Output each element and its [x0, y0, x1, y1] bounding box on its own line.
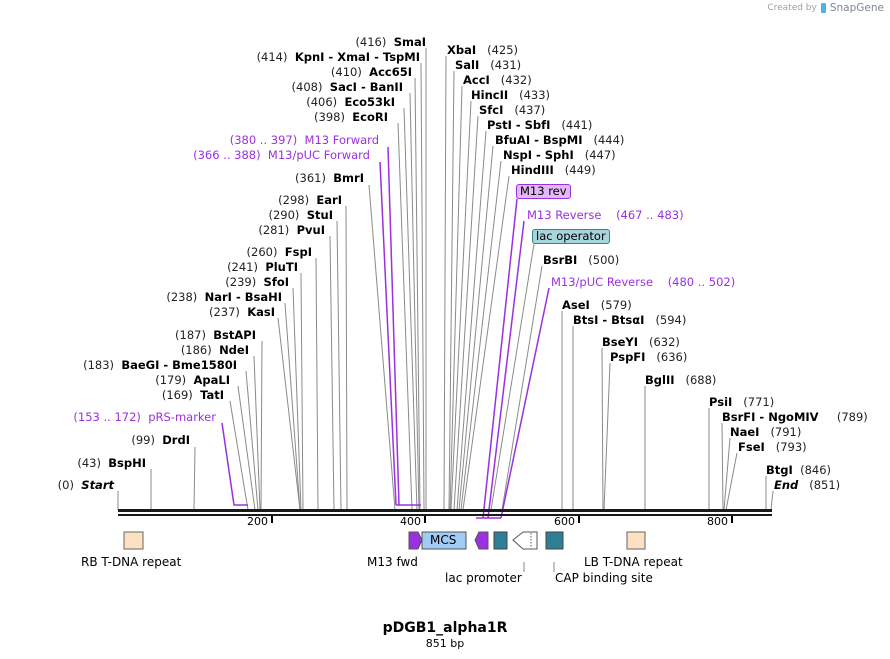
site-label[interactable]: (298) EarI — [278, 193, 342, 207]
site-label[interactable]: BfuAI - BspMI (444) — [495, 133, 625, 147]
lac-operator-tag[interactable]: lac operator — [532, 229, 610, 244]
cap-binding-site-feature[interactable] — [545, 531, 564, 550]
rb-tdna-repeat-feature[interactable] — [123, 531, 144, 550]
site-label[interactable]: SalI (431) — [455, 58, 522, 72]
tick-label: 200 — [247, 515, 268, 528]
site-label[interactable]: (406) Eco53kI — [306, 95, 395, 109]
site-label[interactable]: (241) PluTI — [227, 260, 298, 274]
site-label[interactable]: (238) NarI - BsaHI — [166, 290, 282, 304]
primer-label[interactable]: (153 .. 172) pRS-marker — [73, 410, 216, 424]
backbone — [118, 509, 772, 516]
snapgene-credit: Created by SnapGene — [767, 2, 884, 14]
site-label[interactable]: FseI (793) — [738, 440, 807, 454]
site-label[interactable]: (169) TatI — [161, 388, 224, 402]
site-label[interactable]: (361) BmrI — [295, 171, 364, 185]
plasmid-length: 851 bp — [425, 637, 465, 650]
tick-label: 400 — [400, 515, 421, 528]
m13-fwd-label: M13 fwd — [367, 555, 418, 569]
site-label[interactable]: (239) SfoI — [225, 275, 289, 289]
site-label[interactable]: (183) BaeGI - Bme1580I — [83, 358, 237, 372]
site-label[interactable]: PsiI (771) — [709, 395, 775, 409]
site-label[interactable]: BseYI (632) — [602, 335, 680, 349]
start-label: (0) Start — [57, 478, 114, 492]
site-label[interactable]: HindIII (449) — [511, 163, 596, 177]
primer-lines — [221, 146, 550, 519]
site-label[interactable]: (398) EcoRI — [314, 110, 388, 124]
site-label[interactable]: (416) SmaI — [355, 35, 426, 49]
site-label[interactable]: SfcI (437) — [479, 103, 546, 117]
site-label[interactable]: XbaI (425) — [447, 43, 519, 57]
site-label[interactable]: (187) BstAPI — [175, 328, 256, 342]
cap-binding-site-label: CAP binding site — [555, 571, 653, 585]
site-label[interactable]: (237) KasI — [208, 305, 275, 319]
site-label[interactable]: PspFI (636) — [610, 350, 688, 364]
site-label[interactable]: (186) NdeI — [180, 343, 249, 357]
rb-tdna-repeat-label: RB T-DNA repeat — [81, 555, 182, 569]
site-label[interactable]: (410) Acc65I — [330, 65, 412, 79]
ruler-ticks — [271, 516, 733, 523]
site-label[interactable]: (179) ApaLI — [155, 373, 230, 387]
site-label[interactable]: (43) BspHI — [77, 456, 146, 470]
snapgene-logo-icon — [820, 3, 826, 13]
primer-label[interactable]: M13 Reverse (467 .. 483) — [527, 208, 684, 222]
primer-label[interactable]: (366 .. 388) M13/pUC Forward — [193, 148, 370, 162]
site-label[interactable]: (260) FspI — [246, 245, 312, 259]
site-label[interactable]: BtgI (846) — [766, 463, 832, 477]
site-label[interactable]: BsrBI (500) — [543, 253, 620, 267]
primer-label[interactable]: M13/pUC Reverse (480 .. 502) — [551, 275, 736, 289]
lac-promoter-feature[interactable] — [512, 531, 538, 550]
site-label[interactable]: AseI (579) — [562, 298, 632, 312]
site-label[interactable]: PstI - SbfI (441) — [487, 118, 593, 132]
primer-label[interactable]: (380 .. 397) M13 Forward — [229, 133, 379, 147]
lac-promoter-label: lac promoter — [445, 571, 522, 585]
mcs-feature[interactable] — [421, 531, 467, 550]
m13-rev-feature[interactable] — [474, 531, 489, 550]
site-leader-lines — [117, 48, 774, 572]
site-label[interactable]: (290) StuI — [268, 208, 334, 222]
plasmid-name: pDGB1_alpha1R — [382, 620, 508, 636]
site-label[interactable]: NspI - SphI (447) — [503, 148, 616, 162]
credit-brand: SnapGene — [829, 2, 884, 14]
site-label[interactable]: (99) DrdI — [131, 433, 190, 447]
site-label[interactable]: NaeI (791) — [730, 425, 802, 439]
site-label[interactable]: HincII (433) — [471, 88, 551, 102]
site-label[interactable]: BglII (688) — [645, 373, 717, 387]
lac-operator-feature[interactable] — [493, 531, 508, 550]
site-label[interactable]: (408) SacI - BanII — [291, 80, 403, 94]
mcs-label: MCS — [430, 533, 457, 547]
site-label[interactable]: (414) KpnI - XmaI - TspMI — [256, 50, 420, 64]
lb-tdna-repeat-feature[interactable] — [626, 531, 646, 550]
site-label[interactable]: BsrFI - NgoMIV (789) — [722, 410, 868, 424]
credit-prefix: Created by — [767, 3, 817, 13]
end-label: End (851) — [774, 478, 841, 492]
site-label[interactable]: (281) PvuI — [258, 223, 325, 237]
m13-fwd-feature[interactable] — [408, 531, 423, 550]
lb-tdna-repeat-label: LB T-DNA repeat — [584, 555, 683, 569]
site-label[interactable]: BtsI - BtsαI (594) — [573, 313, 687, 327]
site-label[interactable]: AccI (432) — [463, 73, 532, 87]
m13-rev-tag[interactable]: M13 rev — [516, 184, 571, 199]
tick-label: 600 — [554, 515, 575, 528]
tick-label: 800 — [707, 515, 728, 528]
